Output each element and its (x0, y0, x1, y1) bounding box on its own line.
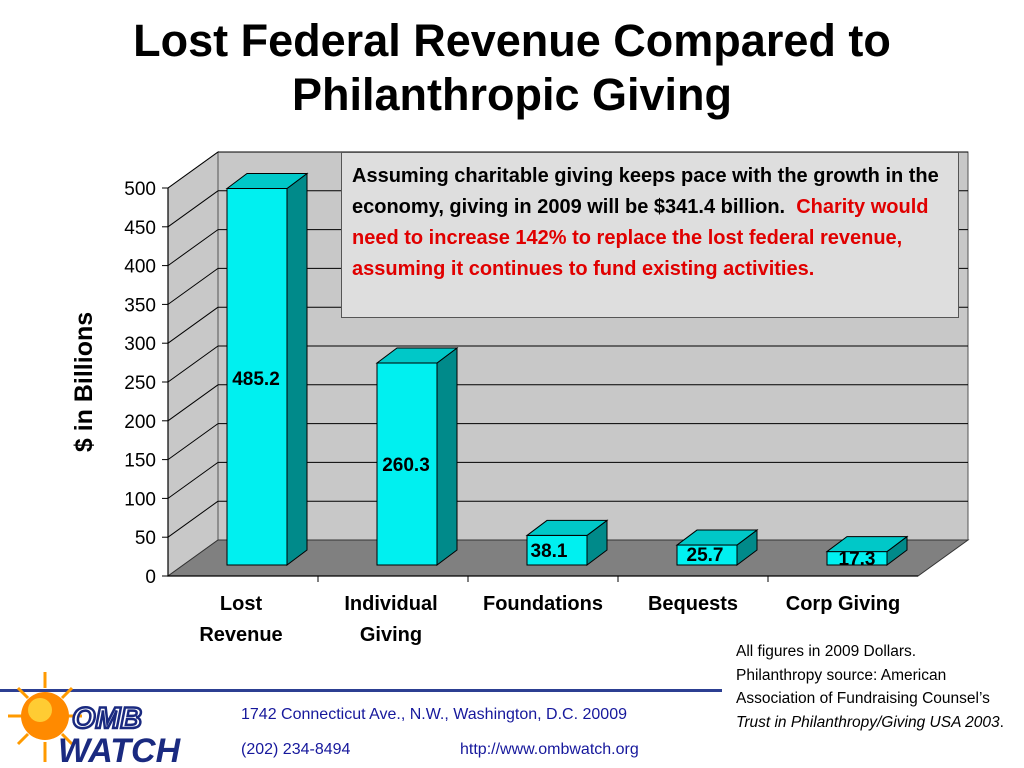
bar-side (436, 347, 458, 566)
y-tick-label: 250 (124, 373, 156, 394)
sun-icon (8, 672, 82, 762)
y-tick-label: 450 (124, 218, 156, 239)
gridline-side (167, 384, 219, 422)
note-end: . (999, 713, 1004, 731)
note-italic-title: Trust in Philanthropy/Giving USA 2003 (736, 713, 1000, 731)
x-category-label: Individual (344, 593, 437, 615)
bar-0: 485.2 (225, 172, 309, 566)
bar-4: 17.3 (825, 535, 909, 570)
note-line-2: Philanthropy source: American Associatio… (736, 666, 990, 708)
y-tick-label: 400 (124, 257, 156, 278)
footer-url[interactable]: http://www.ombwatch.org (460, 741, 639, 758)
gridline-side (167, 345, 219, 383)
data-label: 38.1 (531, 541, 568, 562)
y-axis-label: $ in Billions (70, 312, 98, 452)
bar-top (675, 529, 759, 546)
data-label: 260.3 (382, 455, 430, 476)
bar-top (825, 536, 909, 553)
x-category-label: Lost (220, 593, 263, 615)
footer-address: 1742 Connecticut Ave., N.W., Washington,… (241, 706, 627, 723)
x-category-label: Revenue (199, 624, 282, 646)
bar-top (375, 347, 459, 364)
callout-text: Assuming charitable giving keeps pace wi… (352, 165, 939, 218)
y-tick-label: 500 (124, 179, 156, 200)
bar-2: 38.1 (525, 519, 609, 566)
bar-side (286, 172, 308, 566)
gridline-side (167, 500, 219, 538)
y-tick-label: 200 (124, 412, 156, 433)
footer-divider (0, 689, 722, 692)
logo-omb: OMB (72, 702, 142, 735)
y-tick-label: 0 (145, 567, 156, 588)
data-label: 485.2 (232, 369, 280, 390)
callout-highlight: Charity would need to increase 142% to r… (352, 196, 929, 280)
gridline-side (167, 151, 219, 189)
bar-top (225, 172, 309, 189)
gridline-side (167, 461, 219, 499)
x-category-label: Giving (360, 624, 422, 646)
y-tick-label: 300 (124, 334, 156, 355)
data-label: 17.3 (839, 549, 876, 570)
gridline-side (167, 190, 219, 228)
x-category-label: Corp Giving (786, 593, 900, 615)
omb-watch-logo: OMB WATCH (8, 672, 182, 768)
page-title: Lost Federal Revenue Compared to Philant… (133, 15, 891, 120)
axes-group: 0 50 100 150 200 250 300 350 400 450 500 Lost Revenu… (124, 179, 918, 646)
y-tick-label: 100 (124, 489, 156, 510)
source-note: All figures in 2009 Dollars. Philanthropy… (736, 640, 1021, 734)
note-line-1: All figures in 2009 Dollars. (736, 643, 917, 660)
annotation-callout: Assuming charitable giving keeps pace wi… (341, 152, 959, 318)
bar-3: 25.7 (675, 529, 759, 566)
gridline-side (167, 306, 219, 344)
bar-front (376, 362, 438, 566)
bar-top (525, 519, 609, 536)
gridline-side (167, 423, 219, 461)
x-category-label: Bequests (648, 593, 738, 615)
y-tick-label: 50 (135, 528, 156, 549)
y-tick-label: 150 (124, 451, 156, 472)
data-label: 25.7 (687, 545, 724, 566)
logo-watch: WATCH (58, 732, 182, 768)
bar-chart: 485.2 260.3 38.1 25.7 17.3 0 50 100 150 200 250 30… (70, 151, 970, 646)
bars-group: 485.2 260.3 38.1 25.7 17.3 (225, 172, 909, 570)
gridline-side (167, 267, 219, 305)
bar-1: 260.3 (375, 347, 459, 566)
y-tick-label: 350 (124, 295, 156, 316)
footer-phone: (202) 234-8494 (241, 741, 351, 758)
x-category-label: Foundations (483, 593, 603, 615)
gridline-side (167, 229, 219, 267)
